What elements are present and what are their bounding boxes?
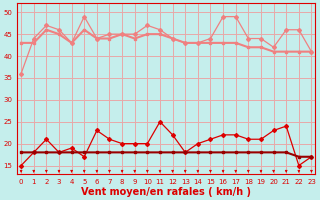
X-axis label: Vent moyen/en rafales ( km/h ): Vent moyen/en rafales ( km/h ) (81, 187, 251, 197)
